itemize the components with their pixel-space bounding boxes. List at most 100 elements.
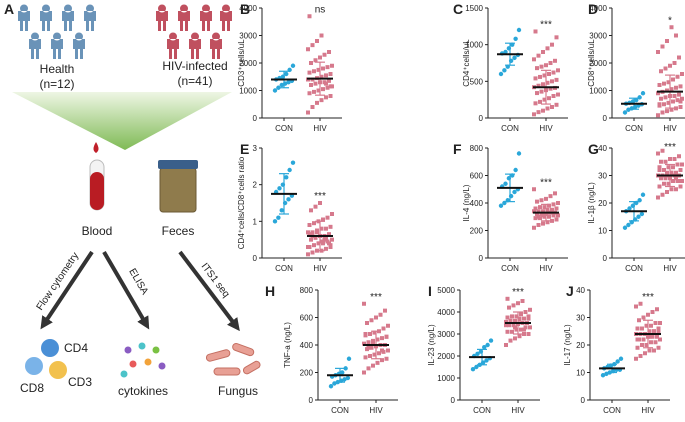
x-tick-label: CON	[603, 406, 621, 415]
x-tick-label: HIV	[641, 406, 655, 415]
dot	[547, 214, 551, 219]
dot	[656, 329, 661, 334]
dot	[660, 192, 665, 197]
dot	[668, 157, 672, 161]
dot	[666, 100, 671, 105]
dot	[528, 307, 532, 312]
dot	[284, 175, 289, 180]
dot	[276, 215, 281, 220]
dot	[533, 216, 538, 221]
dot	[644, 343, 649, 347]
dot	[324, 246, 328, 251]
dot	[665, 190, 669, 194]
dot	[671, 99, 675, 104]
y-tick-label: 20	[576, 341, 585, 350]
dot	[318, 201, 322, 205]
dot	[286, 197, 291, 202]
dot	[383, 308, 387, 313]
dot	[343, 366, 348, 371]
dot	[306, 47, 310, 52]
dot	[374, 315, 378, 320]
dot	[504, 319, 508, 324]
dot	[328, 224, 333, 229]
dot	[541, 108, 545, 113]
dot	[511, 323, 516, 328]
dot	[513, 325, 517, 330]
dot	[277, 186, 282, 191]
panel: D CD8⁺cells/uL 0 1000 2000 3000 4000 CON HIV *	[587, 1, 685, 133]
group-label: HIV-infected	[162, 59, 227, 73]
dot	[325, 85, 330, 90]
dot	[674, 176, 678, 181]
dot	[660, 110, 665, 115]
dot	[482, 345, 487, 350]
significance: *	[668, 15, 672, 26]
dot	[556, 92, 560, 97]
dot	[649, 340, 653, 345]
dot	[672, 61, 677, 65]
dot	[541, 213, 545, 218]
panel-letter: C	[453, 1, 463, 17]
dot	[315, 39, 319, 43]
y-tick-label: 10	[576, 369, 585, 378]
dot	[545, 80, 550, 85]
dot	[551, 94, 556, 98]
dot	[532, 225, 536, 230]
dot	[548, 61, 553, 65]
dot	[640, 343, 644, 347]
dot	[657, 184, 662, 189]
panel-letter: H	[265, 283, 275, 299]
dot	[362, 301, 366, 306]
dot	[309, 61, 313, 65]
x-tick-label: CON	[275, 264, 293, 273]
significance: ***	[540, 177, 552, 188]
dot	[380, 336, 384, 341]
y-tick-label: 4000	[239, 4, 257, 13]
dot	[554, 217, 559, 222]
y-tick-label: 400	[300, 341, 314, 350]
dot	[657, 83, 662, 87]
panel-letter: D	[588, 1, 598, 17]
feces-cup	[158, 160, 198, 213]
significance: ***	[540, 19, 552, 30]
dot	[330, 63, 334, 68]
dot	[672, 157, 677, 161]
dot	[671, 165, 675, 170]
y-tick-label: 800	[300, 286, 314, 295]
cytokines	[120, 342, 166, 378]
dot	[542, 97, 547, 102]
dot	[550, 105, 554, 109]
dot	[542, 73, 547, 78]
dot	[556, 213, 560, 218]
dot	[371, 363, 375, 368]
dot	[319, 33, 324, 38]
dot	[644, 323, 649, 328]
y-tick-label: 3	[253, 144, 258, 153]
dot	[324, 73, 328, 78]
x-tick-label: CON	[331, 406, 349, 415]
dot	[539, 89, 544, 94]
panel-letter: E	[240, 141, 249, 157]
dot	[386, 348, 390, 353]
cells	[25, 339, 67, 379]
x-tick-label: CON	[625, 124, 643, 133]
dot	[665, 170, 669, 175]
dot	[510, 329, 514, 334]
dot	[663, 159, 668, 164]
dot	[641, 315, 646, 320]
x-tick-label: HIV	[313, 124, 327, 133]
dot	[658, 321, 662, 325]
y-tick-label: 4000	[437, 308, 455, 317]
y-tick-label: 20	[598, 199, 607, 208]
dot	[513, 36, 518, 41]
dot	[649, 323, 653, 328]
dot	[678, 179, 683, 183]
dot	[328, 84, 333, 89]
dot	[484, 358, 489, 363]
significance: ns	[315, 4, 326, 15]
dot	[545, 220, 550, 225]
dot	[665, 109, 669, 114]
dot	[637, 95, 642, 100]
dot	[554, 206, 559, 211]
dot	[638, 354, 643, 358]
